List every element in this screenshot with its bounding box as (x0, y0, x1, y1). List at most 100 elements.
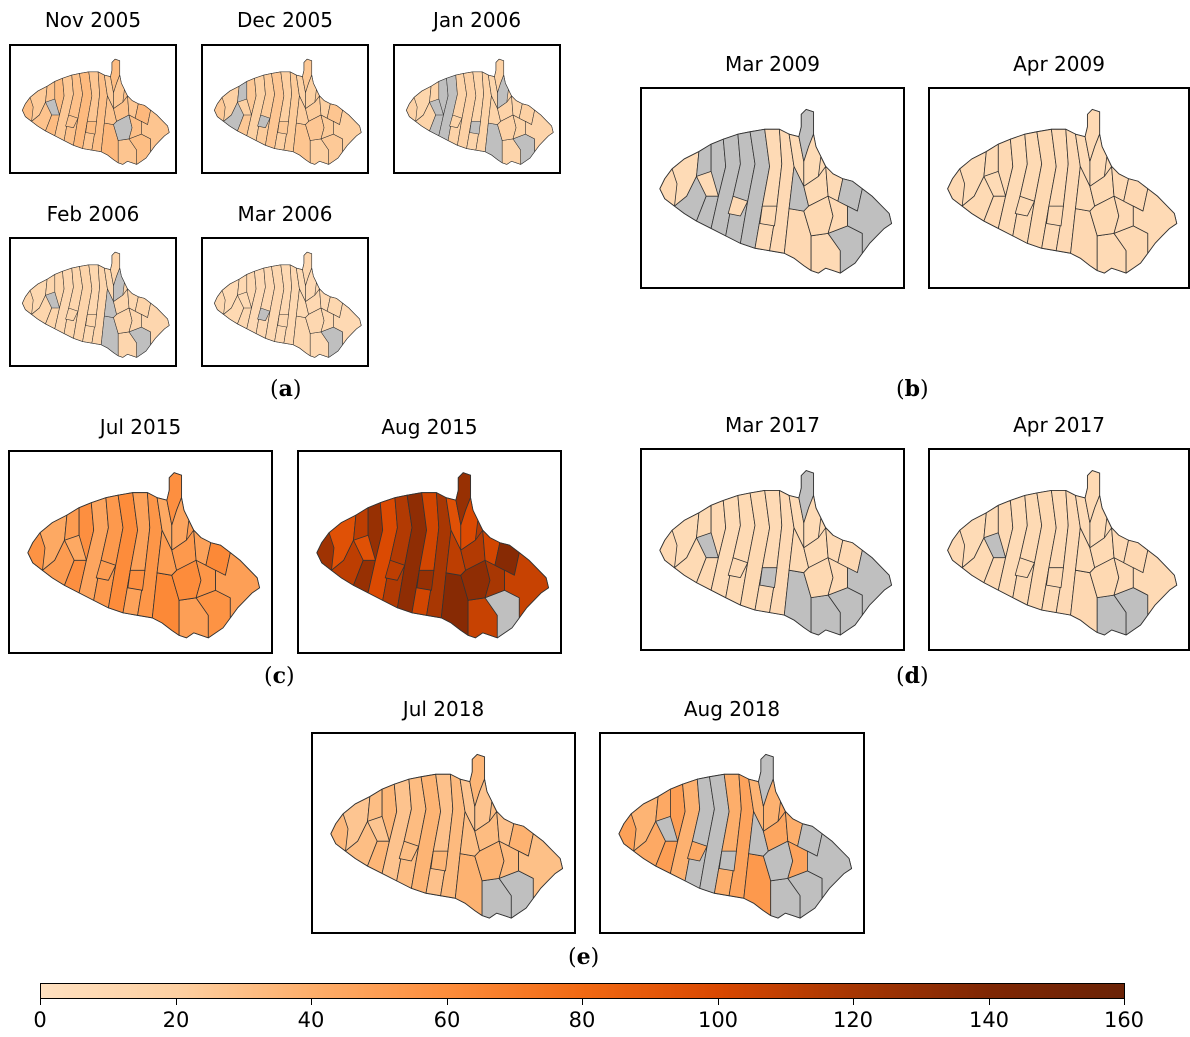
colorbar-tick (447, 999, 448, 1005)
colorbar-tick-label: 60 (433, 1008, 461, 1032)
map-panel: Jul 2018 (311, 697, 576, 934)
panel-title: Apr 2009 (1013, 52, 1105, 76)
sub-catchment (659, 168, 678, 207)
sub-catchment (1046, 205, 1064, 227)
sub-catchment (618, 813, 637, 852)
map-panel: Mar 2009 (640, 52, 905, 289)
map-panel: Aug 2015 (297, 415, 562, 654)
sub-catchment (367, 816, 390, 842)
colorbar-tick-label: 20 (162, 1008, 190, 1032)
sub-catchment (727, 557, 749, 578)
sub-catchment (718, 850, 737, 872)
basin-map (22, 58, 170, 165)
sub-catchment (384, 559, 406, 581)
basin-map (214, 251, 362, 358)
map-panel: Nov 2005 (9, 8, 177, 174)
colorbar-tick-label: 160 (1103, 1008, 1145, 1032)
colorbar-tick-label: 0 (33, 1008, 47, 1032)
colorbar-tick-label: 140 (968, 1008, 1010, 1032)
panel-title: Apr 2017 (1013, 413, 1105, 437)
sub-catchment (22, 290, 34, 315)
sub-catchment (257, 114, 271, 128)
colorbar-tick-label: 80 (568, 1008, 596, 1032)
group-label-c: (c) (264, 663, 295, 689)
map-frame (599, 732, 865, 934)
map-frame (201, 237, 369, 367)
basin-map (618, 753, 853, 919)
map-panel: Jul 2015 (8, 415, 273, 654)
group-label-a: (a) (270, 376, 302, 402)
colorbar-tick-label: 120 (832, 1008, 874, 1032)
sub-catchment (141, 302, 170, 345)
basin-map (316, 472, 550, 639)
sub-catchment (45, 98, 60, 116)
panel-title: Aug 2015 (381, 415, 478, 439)
sub-catchment (1046, 567, 1064, 589)
map-frame (928, 448, 1190, 651)
panel-title: Mar 2009 (725, 52, 820, 76)
panel-title: Jul 2018 (402, 697, 485, 721)
sub-catchment (494, 58, 504, 93)
sub-catchment (518, 833, 563, 899)
sub-catchment (27, 532, 46, 571)
panel-title: Aug 2018 (683, 697, 781, 721)
sub-catchment (416, 569, 435, 591)
basin-map (659, 108, 893, 274)
sub-catchment (983, 532, 1006, 559)
sub-catchment (469, 754, 485, 807)
sub-catchment (1014, 557, 1035, 578)
sub-catchment (429, 98, 444, 116)
map-frame (640, 448, 905, 651)
sub-catchment (302, 58, 312, 93)
sub-catchment (333, 302, 362, 345)
sub-catchment (1014, 195, 1035, 217)
map-frame (9, 237, 177, 367)
colorbar-tick (582, 999, 583, 1005)
sub-catchment (758, 754, 774, 807)
sub-catchment (469, 121, 481, 135)
sub-catchment (525, 109, 554, 152)
panel-title: Jan 2006 (432, 8, 522, 32)
map-panel: Mar 2017 (640, 413, 905, 651)
sub-catchment (65, 307, 79, 321)
sub-catchment (45, 291, 60, 309)
colorbar-tick-label: 100 (697, 1008, 739, 1032)
colorbar-tick (853, 999, 854, 1005)
sub-catchment (847, 188, 892, 254)
map-panel: Aug 2018 (599, 697, 865, 934)
panel-title: Mar 2006 (237, 202, 333, 226)
map-panel: Feb 2006 (9, 202, 177, 367)
sub-catchment (166, 472, 182, 526)
map-panel: Apr 2009 (928, 52, 1190, 289)
sub-catchment (798, 470, 814, 524)
sub-catchment (847, 549, 892, 616)
sub-catchment (64, 534, 87, 561)
colorbar-tick (718, 999, 719, 1005)
panel-title: Dec 2005 (237, 8, 333, 32)
sub-catchment (85, 121, 97, 135)
map-frame (9, 44, 177, 174)
sub-catchment (696, 532, 719, 559)
basin-map (330, 753, 564, 919)
basin-map (947, 108, 1178, 274)
sub-catchment (277, 121, 289, 135)
sub-catchment (95, 559, 117, 581)
sub-catchment (65, 114, 79, 128)
sub-catchment (398, 840, 420, 862)
map-frame (640, 87, 905, 289)
sub-catchment (759, 205, 778, 227)
basin-map (659, 470, 893, 636)
colorbar-tick (1124, 999, 1125, 1005)
sub-catchment (983, 171, 1006, 197)
sub-catchment (215, 552, 260, 619)
sub-catchment (947, 168, 965, 207)
sub-catchment (330, 813, 349, 852)
map-panel: Dec 2005 (201, 8, 369, 174)
sub-catchment (110, 58, 120, 93)
sub-catchment (302, 251, 312, 286)
map-frame (8, 450, 273, 654)
sub-catchment (1132, 549, 1178, 616)
sub-catchment (504, 552, 549, 619)
panel-title: Mar 2017 (725, 413, 820, 437)
sub-catchment (110, 251, 120, 286)
